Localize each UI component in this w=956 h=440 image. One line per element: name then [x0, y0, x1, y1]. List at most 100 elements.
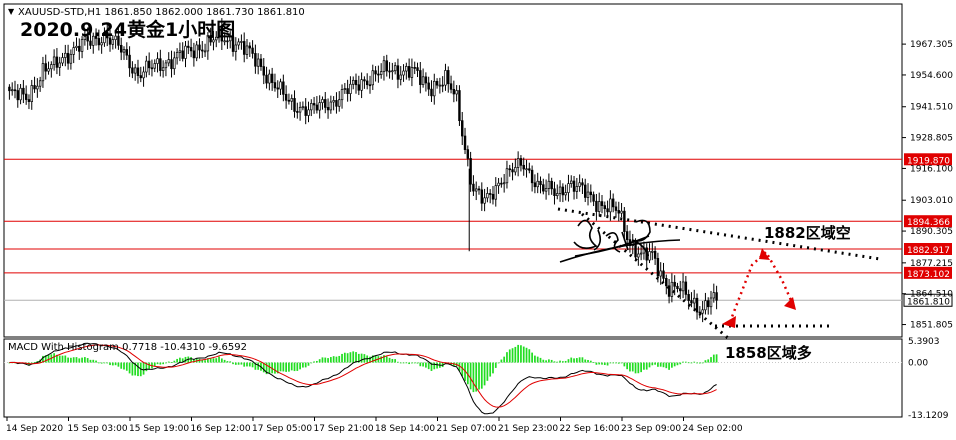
candle — [273, 73, 277, 92]
macd-histogram-bar — [542, 359, 545, 363]
candle — [58, 56, 61, 76]
candle — [679, 280, 682, 300]
candle-body — [64, 52, 67, 58]
macd-histogram-bar — [338, 355, 341, 363]
candle — [259, 54, 263, 71]
candle — [242, 32, 246, 63]
macd-axis: 5.3903 0.00 -13.1209 — [908, 337, 949, 421]
price-tick-label: 1864.510 — [910, 290, 953, 300]
candle — [256, 53, 260, 75]
macd-histogram-bar — [184, 356, 187, 363]
macd-histogram-bar — [327, 358, 329, 363]
macd-histogram-bar — [475, 362, 478, 392]
candle-body — [206, 35, 210, 52]
macd-histogram-bar — [701, 362, 704, 364]
candle — [402, 64, 405, 82]
macd-histogram-bar — [648, 362, 651, 368]
candle-body — [346, 88, 349, 94]
candle-body — [61, 57, 64, 64]
candle-body — [662, 270, 665, 279]
candle-body — [212, 39, 215, 43]
candle — [340, 84, 344, 109]
candle — [637, 246, 640, 266]
candle-body — [8, 86, 11, 92]
candle — [466, 145, 470, 167]
candle-body — [38, 80, 42, 87]
candle-body — [511, 169, 514, 173]
macd-histogram-bar — [206, 358, 209, 363]
macd-histogram-bar — [100, 362, 103, 364]
candle — [47, 61, 50, 75]
macd-panel — [3, 338, 903, 418]
candle-body — [435, 80, 439, 86]
candle-body — [589, 191, 593, 196]
candle — [539, 176, 542, 194]
candle — [488, 189, 492, 204]
candle — [715, 285, 718, 310]
macd-histogram-bar — [427, 362, 430, 370]
price-level-tag — [904, 153, 952, 166]
candle-body — [240, 41, 243, 43]
macd-histogram-bar — [676, 362, 679, 366]
candle-body — [47, 68, 50, 72]
candle — [329, 95, 333, 114]
candle-body — [525, 168, 528, 171]
candle — [276, 80, 279, 98]
candle-body — [550, 180, 553, 190]
candle-body — [184, 45, 187, 59]
candle-body — [477, 188, 481, 191]
candle-body — [72, 47, 75, 55]
macd-histogram-bar — [346, 353, 349, 363]
candle — [111, 35, 115, 50]
macd-histogram-bar — [416, 362, 419, 364]
candle — [312, 96, 316, 114]
macd-histogram-bar — [201, 359, 204, 363]
candle — [709, 290, 713, 315]
macd-histogram-bar — [494, 362, 497, 368]
candle-body — [410, 67, 414, 78]
candle — [405, 62, 408, 80]
candle-body — [623, 210, 626, 232]
macd-histogram-bar — [248, 362, 251, 367]
candle-body — [486, 193, 489, 199]
candle-body — [80, 39, 84, 52]
candle-body — [539, 180, 542, 186]
candle-body — [276, 87, 279, 90]
macd-histogram-bar — [545, 360, 547, 363]
candle — [24, 85, 28, 105]
candle — [578, 174, 581, 192]
candle-body — [416, 67, 419, 71]
candle-body — [268, 73, 271, 84]
candle-body — [338, 99, 341, 107]
macd-histogram-bar — [592, 362, 595, 364]
macd-histogram-bar — [106, 362, 109, 364]
candle-body — [693, 297, 696, 304]
macd-histogram-bar — [671, 362, 673, 368]
macd-histogram-bar — [299, 362, 301, 370]
collapse-arrow-icon[interactable]: ▼ — [8, 7, 15, 16]
candle-body — [382, 60, 386, 73]
candle — [103, 27, 106, 47]
macd-histogram-bar — [109, 362, 111, 366]
macd-histogram-bar — [86, 358, 89, 363]
candle — [623, 207, 626, 241]
candle — [248, 42, 252, 58]
support-label: 1858区域多 — [725, 344, 812, 362]
candle — [44, 54, 47, 80]
candle-body — [706, 300, 710, 308]
candle-body — [279, 81, 282, 90]
macd-histogram-bar — [539, 357, 542, 363]
candle-body — [444, 70, 447, 86]
candle — [352, 76, 355, 90]
candle — [161, 60, 165, 78]
macd-histogram-bar — [114, 362, 117, 366]
macd-histogram-bar — [209, 358, 212, 363]
candle — [371, 64, 375, 90]
candle — [430, 80, 433, 102]
candle — [572, 175, 576, 200]
candle — [251, 40, 254, 59]
price-level-tag — [904, 243, 952, 256]
candle-body — [282, 81, 285, 95]
candle — [223, 32, 226, 46]
candle-body — [617, 210, 620, 214]
